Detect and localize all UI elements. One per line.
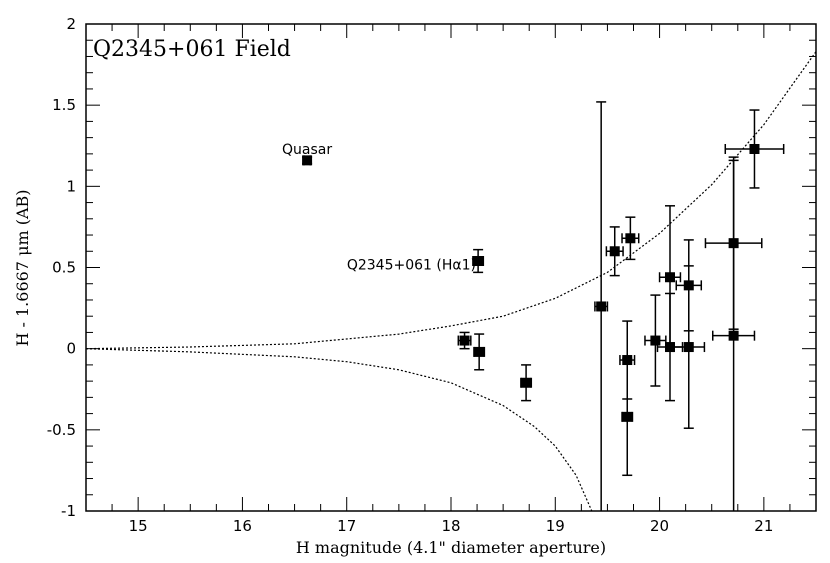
point-marker	[683, 342, 694, 353]
point-marker	[665, 272, 675, 283]
point-marker	[459, 335, 470, 346]
data-point	[724, 109, 785, 189]
y-tick-label: -1	[61, 502, 76, 520]
point-marker	[622, 411, 633, 422]
upper-envelope-curve	[85, 51, 817, 350]
point-marker	[596, 301, 607, 312]
x-axis-label: H magnitude (4.1" diameter aperture)	[296, 538, 606, 557]
y-axis-label: H - 1.6667 μm (AB)	[13, 189, 32, 346]
data-point	[621, 216, 640, 261]
y-tick-label: 2	[66, 15, 76, 33]
data-point	[644, 294, 667, 387]
x-tick-label: 20	[650, 517, 669, 535]
annotation-q2345: Q2345+061 (Hα1)	[347, 257, 476, 273]
y-tick-label: 0.5	[52, 259, 76, 277]
x-tick-label: 21	[754, 517, 773, 535]
point-marker	[749, 143, 760, 154]
x-tick-label: 16	[233, 517, 252, 535]
envelope-curves	[85, 51, 817, 512]
y-tick-label: 0	[66, 340, 76, 358]
data-point	[520, 364, 533, 402]
x-tick-label: 18	[441, 517, 460, 535]
data-point	[302, 155, 313, 166]
chart-title: Q2345+061 Field	[93, 37, 291, 62]
y-tick-label: 1	[66, 177, 76, 195]
point-marker	[665, 342, 675, 353]
y-tick-label: 1.5	[52, 96, 76, 114]
data-point	[457, 331, 472, 350]
point-marker	[650, 335, 661, 346]
annotation-quasar: Quasar	[282, 142, 332, 158]
point-marker	[625, 233, 636, 244]
data-point	[621, 357, 634, 477]
point-marker	[302, 155, 313, 166]
x-tick-label: 15	[129, 517, 148, 535]
point-marker	[474, 346, 485, 357]
data-point	[473, 333, 486, 371]
y-tick-label: -0.5	[47, 421, 76, 439]
data-point	[672, 265, 706, 429]
data-point	[605, 226, 624, 277]
x-ticks: 15 16 17 18 19 20 21	[85, 24, 817, 535]
data-point	[594, 101, 609, 511]
point-marker	[521, 377, 532, 388]
point-marker	[473, 256, 484, 267]
lower-envelope-curve	[85, 348, 593, 512]
point-marker	[728, 330, 739, 341]
y-ticks: -1 -0.5 0 0.5 1 1.5 2	[47, 15, 816, 520]
data-point	[712, 159, 756, 511]
point-marker	[609, 246, 620, 257]
x-tick-label: 17	[337, 517, 356, 535]
data-points	[302, 101, 785, 511]
data-point	[472, 248, 485, 274]
x-tick-label: 19	[546, 517, 565, 535]
